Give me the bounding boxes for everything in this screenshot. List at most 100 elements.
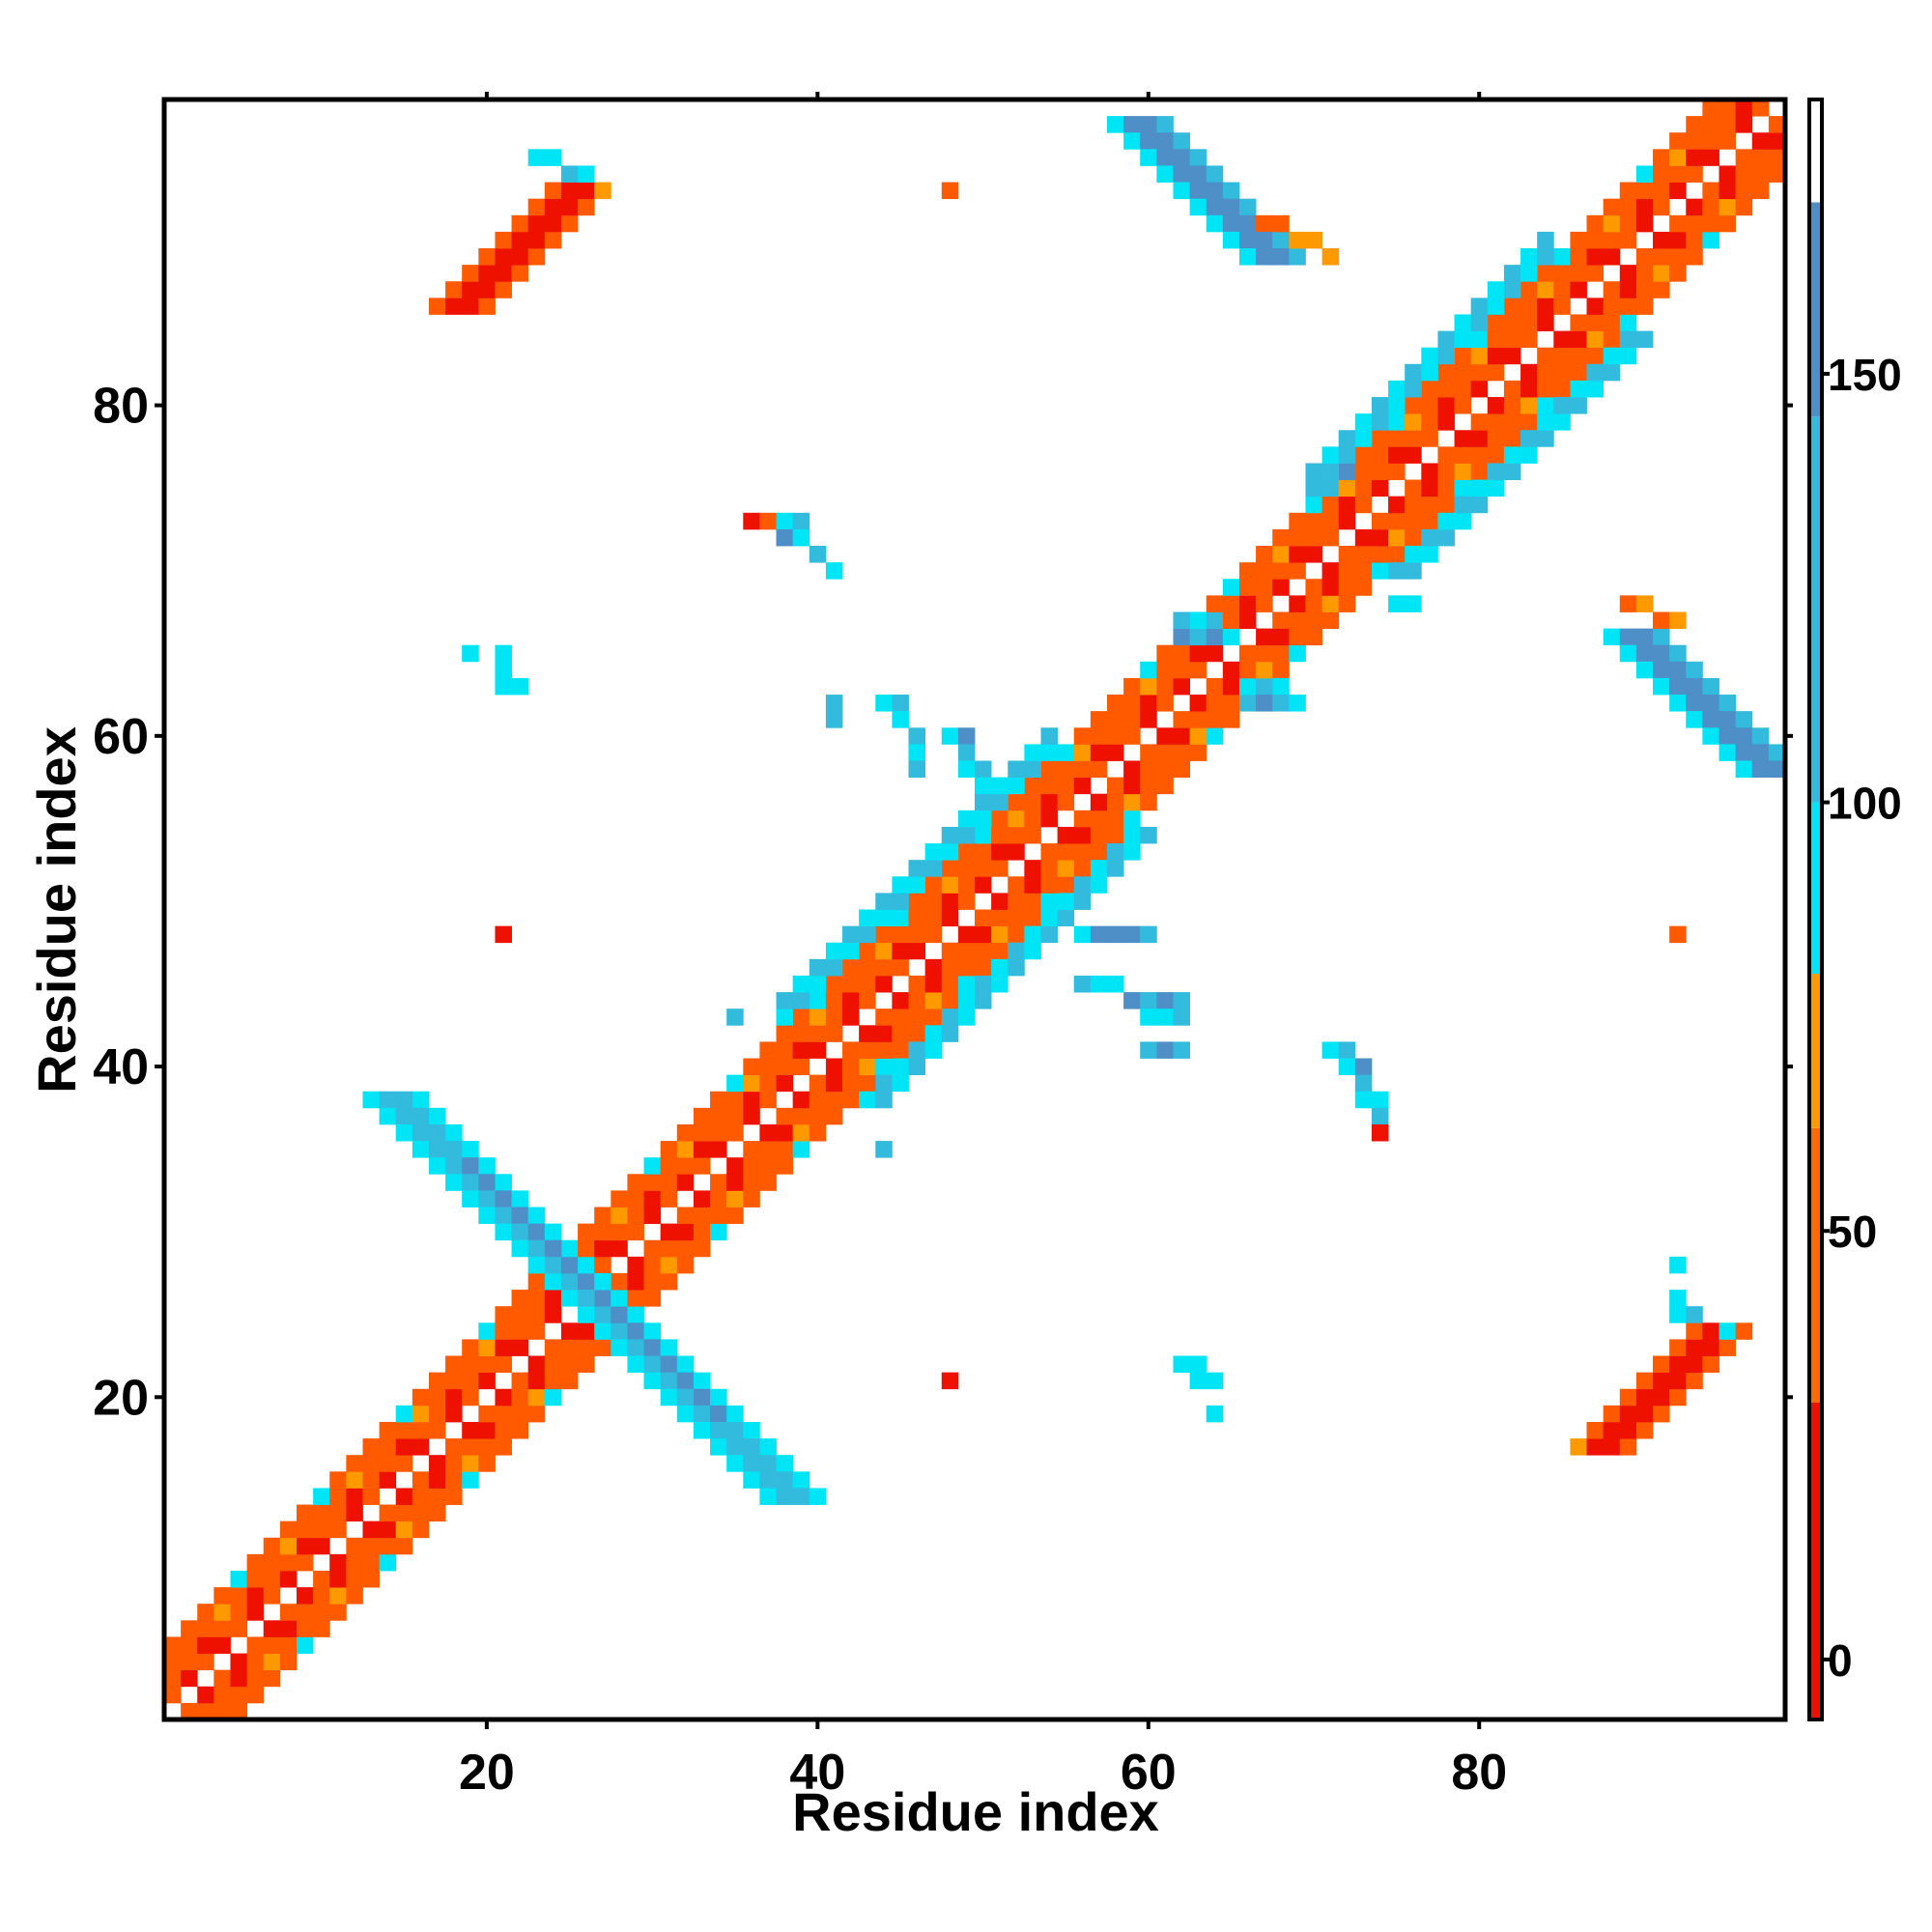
heatmap-cell: [1156, 992, 1174, 1009]
heatmap-cell: [1305, 579, 1322, 596]
heatmap-cell: [726, 1009, 744, 1026]
heatmap-cell: [1173, 677, 1190, 696]
heatmap-cell: [560, 1272, 579, 1291]
heatmap-cell: [1686, 695, 1703, 712]
heatmap-cell: [743, 1174, 760, 1191]
heatmap-cell: [1140, 711, 1157, 728]
heatmap-cell: [1437, 479, 1455, 497]
heatmap-cell: [875, 1009, 893, 1026]
heatmap-cell: [892, 1009, 909, 1026]
heatmap-cell: [560, 214, 579, 233]
heatmap-cell: [1238, 644, 1257, 663]
heatmap-cell: [428, 1488, 446, 1505]
colorbar-segment: [1809, 202, 1822, 417]
heatmap-cell: [1520, 248, 1538, 266]
heatmap-cell: [594, 1339, 611, 1356]
heatmap-cell: [1140, 661, 1157, 679]
heatmap-cell: [1272, 528, 1290, 547]
heatmap-cell: [1140, 695, 1157, 712]
heatmap-cell: [1570, 314, 1587, 331]
heatmap-cell: [693, 1239, 711, 1258]
heatmap-cell: [362, 1570, 380, 1588]
heatmap-cell: [859, 975, 876, 993]
heatmap-cell: [1123, 843, 1141, 861]
heatmap-cell: [296, 1537, 314, 1555]
heatmap-cell: [1669, 925, 1687, 944]
heatmap-cell: [1090, 760, 1108, 779]
heatmap-cell: [1371, 1107, 1389, 1125]
heatmap-cell: [825, 1025, 843, 1042]
heatmap-cell: [710, 1107, 727, 1125]
heatmap-cell: [346, 1537, 363, 1555]
heatmap-cell: [279, 1620, 298, 1637]
heatmap-cell: [892, 958, 909, 977]
heatmap-cell: [1289, 546, 1306, 563]
heatmap-cell: [842, 1009, 860, 1026]
heatmap-cell: [1057, 876, 1075, 894]
heatmap-cell: [478, 1322, 496, 1340]
heatmap-cell: [1040, 810, 1059, 828]
heatmap-cell: [1206, 595, 1224, 612]
heatmap-cell: [892, 909, 909, 927]
heatmap-cell: [428, 1455, 446, 1472]
heatmap-cell: [495, 1223, 512, 1241]
heatmap-cell: [627, 1256, 644, 1274]
heatmap-cell: [1635, 1421, 1654, 1439]
colorbar-tick-label: 0: [1828, 1635, 1853, 1686]
heatmap-cell: [1289, 562, 1306, 580]
heatmap-cell: [1702, 727, 1719, 745]
heatmap-cell: [1008, 876, 1025, 894]
heatmap-cell: [1702, 198, 1719, 216]
heatmap-cell: [1421, 363, 1438, 382]
heatmap-cell: [362, 1455, 380, 1472]
heatmap-cell: [627, 1207, 644, 1225]
heatmap-cell: [1653, 149, 1670, 166]
heatmap-cell: [1768, 760, 1786, 779]
heatmap-cell: [1719, 182, 1737, 200]
heatmap-cell: [957, 893, 976, 910]
heatmap-cell: [975, 860, 992, 877]
heatmap-cell: [1024, 810, 1041, 828]
heatmap-cell: [379, 1471, 397, 1489]
heatmap-cell: [1123, 826, 1141, 844]
heatmap-cell: [825, 958, 843, 977]
heatmap-cell: [1090, 711, 1108, 728]
heatmap-cell: [1024, 760, 1041, 779]
heatmap-cell: [1024, 860, 1041, 877]
heatmap-cell: [1537, 231, 1554, 249]
heatmap-cell: [527, 231, 546, 249]
heatmap-cell: [445, 1372, 463, 1390]
heatmap-cell: [941, 893, 959, 910]
heatmap-cell: [957, 958, 976, 977]
colorbar-segment: [1809, 802, 1822, 975]
heatmap-cell: [1057, 777, 1075, 795]
heatmap-cell: [1305, 595, 1322, 612]
heatmap-cell: [842, 975, 860, 993]
heatmap-cell: [594, 1290, 611, 1307]
colorbar-tick-label: 100: [1828, 779, 1902, 829]
heatmap-cell: [1305, 528, 1322, 547]
heatmap-cell: [1669, 695, 1687, 712]
heatmap-cell: [859, 1074, 876, 1093]
heatmap-cell: [1503, 397, 1521, 414]
heatmap-cell: [1040, 793, 1059, 811]
heatmap-cell: [991, 860, 1009, 877]
heatmap-cell: [1702, 182, 1719, 200]
heatmap-cell: [495, 265, 512, 282]
heatmap-cell: [1719, 116, 1737, 133]
heatmap-cell: [527, 149, 546, 166]
heatmap-cell: [1570, 380, 1587, 398]
heatmap-cell: [527, 198, 546, 216]
heatmap-cell: [892, 711, 909, 728]
heatmap-cell: [1635, 182, 1654, 200]
heatmap-cell: [991, 810, 1009, 828]
heatmap-cell: [1686, 198, 1703, 216]
heatmap-cell: [511, 1290, 529, 1307]
heatmap-cell: [1338, 595, 1356, 612]
heatmap-cell: [825, 711, 843, 728]
y-axis-title: Residue index: [26, 726, 87, 1094]
heatmap-cell: [875, 1091, 893, 1109]
heatmap-cell: [957, 876, 976, 894]
heatmap-cell: [230, 1686, 248, 1704]
heatmap-cell: [395, 1537, 413, 1555]
